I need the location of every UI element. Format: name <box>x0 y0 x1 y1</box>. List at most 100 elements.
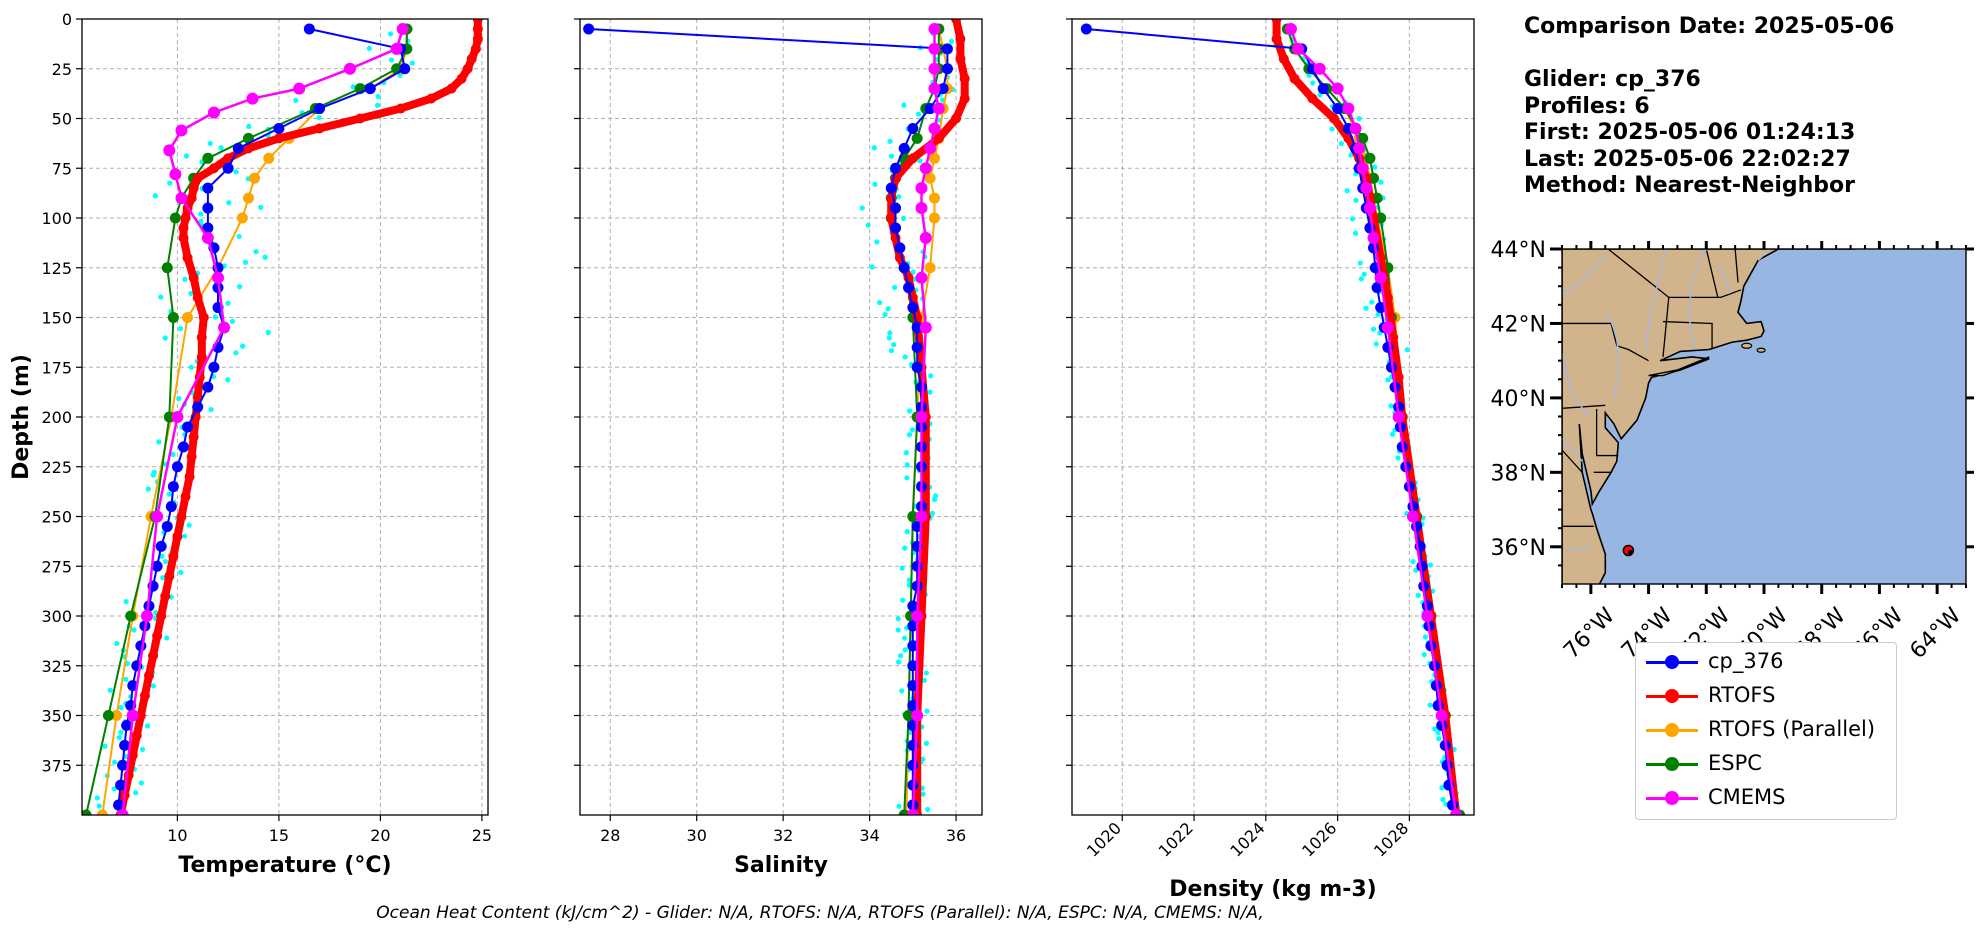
series-point-rtofs <box>1289 73 1300 84</box>
series-point-cmems <box>1363 202 1376 215</box>
map-state-border <box>1595 409 1619 457</box>
series-point-rtofs <box>955 33 966 44</box>
series-point-cmems <box>1435 709 1448 722</box>
comparison-date: Comparison Date: 2025-05-06 <box>1524 14 1895 39</box>
ytick-label: 225 <box>41 458 72 477</box>
glider-raw-point <box>181 533 188 539</box>
series-point-rtofs <box>208 163 219 174</box>
series-point-espc <box>163 411 175 423</box>
series-point-rtofs <box>148 650 159 661</box>
glider-raw-point <box>316 115 322 121</box>
glider-raw-point <box>921 677 928 683</box>
series-point-glider <box>167 481 179 493</box>
series-point-cmems <box>390 42 403 55</box>
series-point-rtofs-parallel <box>182 312 194 323</box>
series-point-rtofs-parallel <box>924 262 936 274</box>
series-point-rtofs <box>472 19 483 24</box>
series-point-glider <box>907 779 919 791</box>
map-river <box>1644 249 1667 350</box>
glider-raw-point <box>892 284 898 291</box>
map-island <box>1741 342 1753 349</box>
series-point-cmems <box>1360 182 1373 195</box>
series-point-cmems <box>171 411 184 423</box>
map-lat-label: 40°N <box>1491 387 1546 412</box>
series-point-rtofs <box>192 173 203 184</box>
series-point-espc <box>82 809 92 815</box>
glider-location-dot <box>1627 550 1633 555</box>
glider-raw-point <box>159 553 165 559</box>
series-point-glider <box>202 182 214 194</box>
series-point-glider <box>171 461 183 473</box>
glider-raw-point <box>160 575 166 581</box>
series-line-cmems <box>1289 28 1458 815</box>
glider-raw-point <box>94 795 100 801</box>
glider-raw-point <box>1422 634 1429 640</box>
map-lat-label: 38°N <box>1491 461 1546 486</box>
glider-raw-point <box>1413 567 1419 573</box>
glider-raw-point <box>96 803 102 809</box>
map-island <box>1756 347 1766 353</box>
ytick-label: 0 <box>62 10 72 29</box>
glider-raw-point <box>138 780 144 786</box>
glider-raw-point <box>872 181 878 187</box>
series-point-glider <box>155 540 167 552</box>
legend-label-glider: cp_376 <box>1708 649 1784 673</box>
glider-raw-point <box>888 153 895 159</box>
series-point-espc <box>898 809 910 815</box>
series-point-espc <box>903 710 915 721</box>
series-group <box>583 19 970 815</box>
glider-raw-point <box>1404 347 1410 353</box>
series-point-rtofs-parallel <box>96 809 108 815</box>
series-point-glider <box>885 182 897 194</box>
xtick-label: 34 <box>859 826 879 845</box>
glider-raw-scatter <box>1272 26 1459 813</box>
series-point-glider <box>161 520 173 532</box>
glider-raw-point <box>145 486 151 492</box>
series-point-rtofs <box>180 491 191 502</box>
series-point-rtofs <box>178 232 189 243</box>
series-point-glider <box>907 680 919 692</box>
series-point-glider <box>903 282 915 294</box>
series-point-glider <box>222 162 234 174</box>
ytick-label: 25 <box>52 60 72 79</box>
series-point-glider <box>119 739 131 751</box>
ytick-label: 125 <box>41 259 72 278</box>
glider-raw-point <box>162 558 169 565</box>
map-state-border <box>1734 249 1739 283</box>
series-point-glider <box>890 202 902 214</box>
glider-raw-point <box>236 233 242 240</box>
legend-marker-cmems <box>1665 791 1679 805</box>
series-point-glider <box>113 799 125 811</box>
glider-raw-point <box>225 300 231 306</box>
series-point-glider <box>1080 23 1092 35</box>
series-point-rtofs <box>1329 113 1340 124</box>
glider-raw-point <box>178 569 184 576</box>
info-panel: Comparison Date: 2025-05-06 Glider: cp_37… <box>1524 14 1894 200</box>
map-state-border <box>1668 289 1742 299</box>
series-point-rtofs <box>355 113 366 124</box>
legend-marker-rtofs <box>1665 689 1679 703</box>
series-point-rtofs <box>192 292 203 303</box>
glider-raw-point <box>902 354 908 360</box>
glider-raw-point <box>1353 197 1359 203</box>
series-point-glider <box>941 43 953 55</box>
series-point-rtofs <box>472 23 483 34</box>
series-point-cmems <box>928 42 941 55</box>
series-point-cmems <box>928 122 941 135</box>
glider-raw-point <box>182 276 188 282</box>
series-point-rtofs <box>198 312 209 323</box>
legend-item-rtofs-parallel: RTOFS (Parallel) <box>1636 713 1896 747</box>
glider-raw-point <box>236 284 243 290</box>
glider-raw-point <box>887 330 893 336</box>
glider-raw-point <box>1436 736 1442 742</box>
glider-raw-point <box>1410 559 1416 565</box>
glider-raw-point <box>923 670 930 676</box>
series-point-cmems <box>928 22 941 35</box>
series-point-glider <box>165 501 177 513</box>
glider-raw-point <box>374 102 381 108</box>
glider-raw-point <box>906 432 913 438</box>
glider-raw-point <box>139 746 146 753</box>
glider-raw-point <box>886 335 892 341</box>
glider-raw-point <box>1344 188 1350 194</box>
xtick-label: 1022 <box>1155 818 1197 860</box>
